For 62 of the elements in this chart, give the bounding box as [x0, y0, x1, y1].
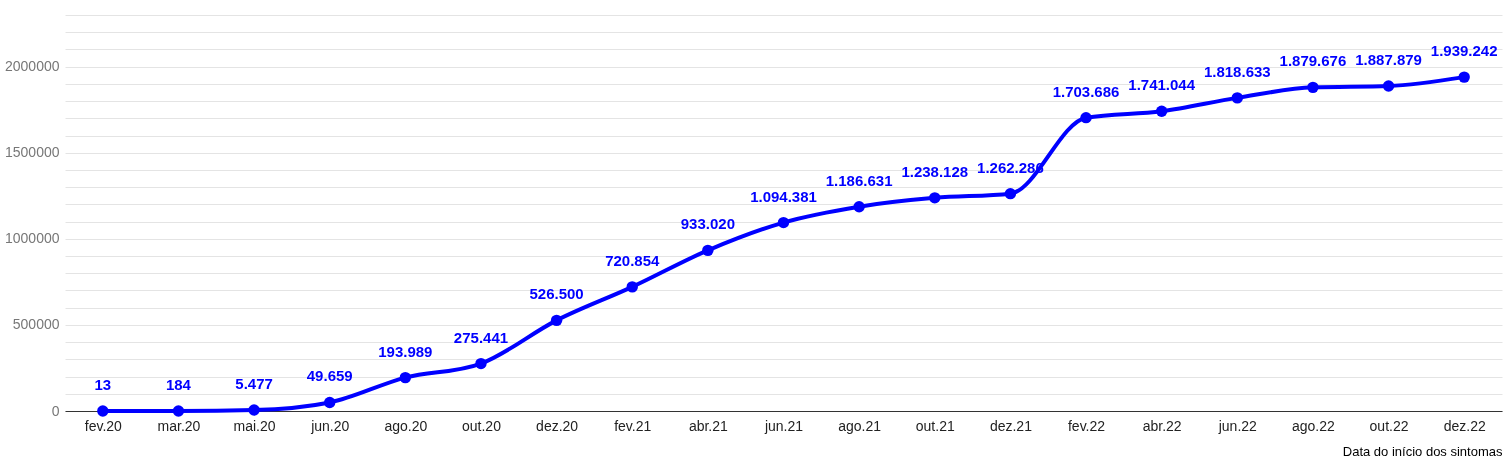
y-tick-label: 1000000 [4, 230, 60, 247]
point [1458, 71, 1470, 83]
data-label: 1.186.631 [825, 171, 893, 189]
point [853, 201, 865, 213]
x-tick-label: jun.20 [310, 417, 350, 434]
x-axis-title: Data do início dos sintomas [1342, 443, 1503, 459]
y-tick-label: 2000000 [4, 58, 60, 75]
data-label: 1.238.128 [901, 162, 969, 180]
point [248, 404, 260, 416]
x-tick-label: out.21 [915, 417, 955, 434]
point [1382, 80, 1395, 92]
x-tick-label: out.20 [462, 417, 502, 434]
point [399, 371, 412, 384]
point [172, 405, 185, 417]
x-tick-label: jun.21 [763, 417, 804, 434]
point [626, 281, 638, 293]
data-label: 1.818.633 [1203, 62, 1271, 80]
y-tick-label: 1500000 [4, 144, 60, 161]
point [1231, 92, 1243, 104]
x-tick-label: abr.21 [688, 417, 729, 434]
x-tick-label: out.22 [1369, 417, 1409, 434]
x-tick-label: mar.20 [157, 417, 201, 434]
x-tick-label: dez.20 [536, 417, 579, 434]
x-tick-label: fev.21 [614, 417, 652, 434]
data-label: 5.477 [235, 375, 273, 393]
data-label: 1.879.676 [1279, 52, 1347, 70]
data-label: 13 [94, 376, 112, 393]
data-label: 1.741.044 [1128, 76, 1196, 94]
x-tick-label: ago.21 [838, 417, 882, 434]
x-tick-label: ago.20 [384, 417, 428, 434]
data-label: 1.939.242 [1430, 42, 1498, 60]
data-label: 275.441 [453, 328, 509, 346]
point [324, 396, 336, 409]
data-label: 720.854 [605, 251, 660, 269]
y-tick-label: 500000 [12, 316, 60, 333]
data-label: 49.659 [306, 367, 353, 385]
data-label: 1.887.879 [1355, 50, 1422, 68]
point [1307, 81, 1319, 94]
point [475, 357, 487, 370]
point [702, 244, 714, 257]
point [1155, 105, 1168, 117]
point [929, 192, 941, 204]
data-label: 184 [165, 375, 192, 393]
x-tick-label: ago.22 [1292, 417, 1336, 434]
point [1004, 187, 1017, 200]
x-tick-label: jun.22 [1217, 417, 1258, 434]
point [1080, 111, 1092, 124]
point [777, 216, 790, 229]
x-tick-label: fev.22 [1067, 417, 1106, 434]
y-tick-label: 0 [51, 402, 60, 419]
data-label: 193.989 [378, 342, 433, 360]
x-tick-label: mai.20 [233, 417, 276, 434]
point [550, 314, 563, 327]
point [97, 405, 109, 417]
x-tick-label: dez.22 [1443, 417, 1486, 434]
data-label: 933.020 [680, 215, 735, 233]
data-label: 1.094.381 [750, 187, 817, 205]
data-label: 1.703.686 [1052, 82, 1120, 100]
x-tick-label: abr.22 [1142, 417, 1182, 434]
x-tick-label: fev.20 [84, 417, 123, 434]
data-label: 526.500 [529, 285, 584, 303]
x-tick-label: dez.21 [989, 417, 1033, 434]
